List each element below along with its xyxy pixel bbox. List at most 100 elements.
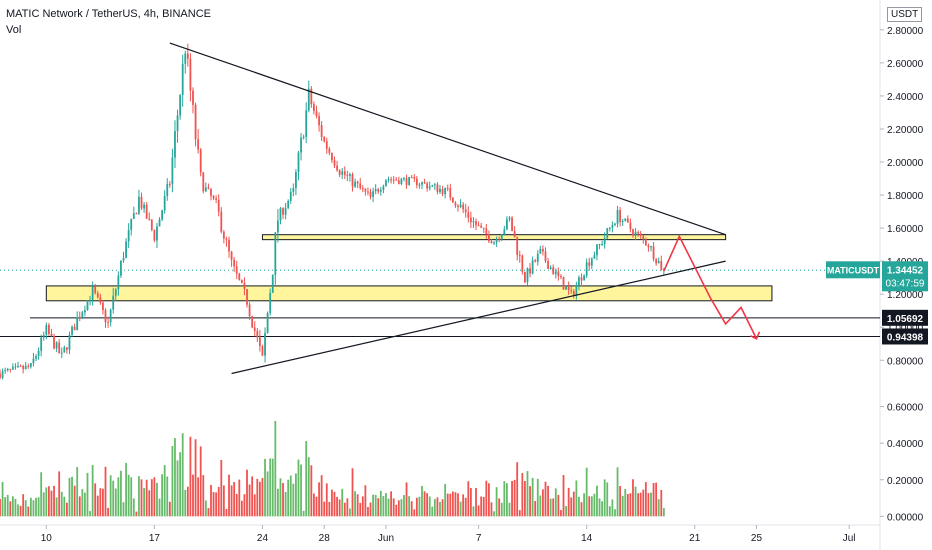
- candle-body: [297, 152, 300, 172]
- candle-body: [266, 313, 269, 333]
- volume-bar: [554, 488, 557, 517]
- candle-body: [397, 180, 400, 184]
- volume-bar: [518, 510, 521, 517]
- candle-body: [608, 227, 611, 229]
- time-tick-label: 28: [319, 533, 331, 544]
- candle-body: [58, 342, 61, 354]
- candle-body: [629, 222, 632, 230]
- volume-bar: [467, 481, 470, 517]
- candle-body: [451, 197, 454, 203]
- volume-bar: [500, 502, 503, 517]
- volume-bar: [449, 493, 452, 517]
- candle-body: [302, 136, 305, 138]
- candle-body: [487, 234, 490, 242]
- candle-body: [240, 279, 243, 283]
- candle-body: [145, 204, 148, 219]
- volume-bar: [585, 467, 588, 517]
- candle-body: [19, 365, 22, 367]
- volume-bar: [127, 474, 130, 517]
- candle-body: [84, 310, 86, 313]
- volume-bar: [176, 460, 179, 517]
- currency-label[interactable]: USDT: [887, 7, 923, 22]
- volume-bar: [647, 493, 650, 517]
- volume-bar: [238, 479, 241, 517]
- candle-body: [271, 275, 274, 293]
- candle-body: [511, 217, 513, 232]
- candle-body: [45, 324, 48, 335]
- volume-bar: [439, 501, 441, 517]
- candle-body: [184, 53, 187, 64]
- candle-body: [63, 347, 66, 353]
- candle-body: [426, 183, 429, 189]
- volume-bar: [295, 473, 297, 517]
- volume-bar: [367, 507, 369, 517]
- candle-body: [454, 202, 457, 206]
- candle-body: [485, 228, 488, 235]
- candle-body: [235, 266, 238, 274]
- candle-body: [276, 220, 279, 233]
- volume-bar: [325, 483, 328, 517]
- price-tick-label: 2.60000: [887, 59, 924, 70]
- volume-bar: [76, 467, 79, 517]
- volume-bar: [122, 502, 125, 517]
- volume-bar: [446, 493, 449, 517]
- volume-bar: [266, 471, 269, 517]
- volume-bar: [220, 460, 223, 517]
- volume-bar: [84, 492, 86, 517]
- candle-body: [217, 199, 220, 212]
- candle-body: [81, 312, 84, 318]
- volume-bar: [526, 471, 529, 517]
- volume-bar: [282, 483, 284, 517]
- volume-bar: [464, 497, 467, 517]
- candle-body: [261, 346, 264, 356]
- volume-bar: [436, 497, 439, 517]
- volume-bar: [114, 488, 117, 517]
- candle-body: [289, 191, 292, 202]
- candle-body: [295, 171, 297, 189]
- volume-bar: [454, 492, 457, 517]
- candle-body: [439, 188, 441, 192]
- candle-body: [395, 179, 398, 181]
- volume-bar: [650, 492, 652, 517]
- volume-bar: [112, 480, 115, 517]
- candle-body: [179, 94, 182, 116]
- volume-bar: [498, 498, 501, 517]
- volume-bar: [516, 462, 519, 517]
- volume-tick-label: 0.20000: [887, 476, 924, 487]
- candle-body: [516, 237, 519, 256]
- volume-bar: [222, 485, 225, 517]
- candle-body: [228, 239, 230, 252]
- candle-body: [109, 309, 112, 323]
- volume-bar: [655, 482, 658, 517]
- volume-bar: [143, 488, 145, 517]
- price-tick-label: 1.20000: [887, 290, 924, 301]
- candle-body: [4, 370, 7, 372]
- volume-bar: [158, 498, 161, 517]
- candle-body: [367, 191, 369, 193]
- volume-bar: [47, 486, 50, 517]
- candle-body: [603, 237, 606, 245]
- volume-bar: [153, 477, 156, 517]
- volume-bar: [318, 482, 320, 517]
- candle-body: [307, 88, 310, 111]
- candle-body: [104, 310, 107, 323]
- candle-body: [130, 218, 133, 230]
- volume-bar: [379, 490, 382, 517]
- volume-bar: [313, 493, 315, 517]
- volume-bar: [91, 464, 94, 517]
- upper-resistance-zone: [261, 234, 727, 241]
- candle-body: [328, 148, 331, 153]
- volume-bar: [560, 510, 562, 517]
- candle-body: [341, 171, 344, 175]
- volume-bar: [289, 475, 292, 517]
- candle-body: [480, 225, 483, 228]
- volume-bar: [572, 491, 575, 517]
- candle-body: [35, 355, 37, 359]
- candle-body: [42, 334, 45, 338]
- volume-bar: [369, 502, 372, 517]
- volume-bar: [166, 476, 169, 517]
- volume-bar: [174, 438, 176, 517]
- volume-bar: [596, 485, 598, 517]
- candle-body: [68, 334, 71, 350]
